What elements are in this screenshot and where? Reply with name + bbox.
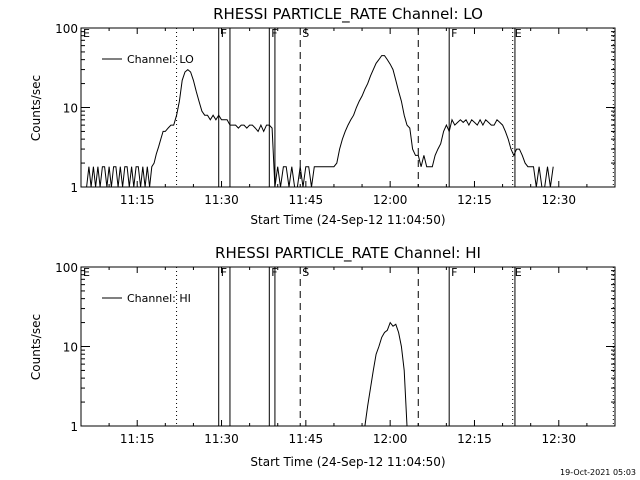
y-tick-label-hi-2: 100 xyxy=(55,261,78,275)
flag-label-hi-8: F xyxy=(451,266,457,279)
generation-timestamp: 19-Oct-2021 05:03 xyxy=(560,468,636,477)
axis-ticks-hi: 11:15 11:30 11:45 12:00 12:15 12:30 1 10 100 xyxy=(55,261,616,446)
y-tick-label-lo-0: 1 xyxy=(70,181,78,195)
hi-channel-panel: RHESSI PARTICLE_RATE Channel: HI Counts/… xyxy=(29,244,616,469)
x-tick-label-lo-2: 11:45 xyxy=(289,193,324,207)
x-tick-label-hi-5: 12:30 xyxy=(541,432,576,446)
x-tick-label-hi-3: 12:00 xyxy=(373,432,408,446)
x-tick-label-lo-5: 12:30 xyxy=(541,193,576,207)
x-tick-label-lo-1: 11:30 xyxy=(204,193,239,207)
flag-lines-hi: EFFSFE xyxy=(80,266,614,426)
x-tick-label-hi-2: 11:45 xyxy=(289,432,324,446)
y-axis-label-hi: Counts/sec xyxy=(29,314,43,380)
chart-title-lo: RHESSI PARTICLE_RATE Channel: LO xyxy=(213,5,483,24)
plot-frame-lo xyxy=(80,27,616,188)
x-tick-label-hi-1: 11:30 xyxy=(204,432,239,446)
x-tick-label-lo-4: 12:15 xyxy=(457,193,492,207)
flag-label-lo-8: F xyxy=(451,27,457,40)
legend-lo: Channel: LO xyxy=(102,53,194,66)
x-tick-label-lo-0: 11:15 xyxy=(120,193,155,207)
plot-frame-hi xyxy=(80,266,616,427)
x-tick-label-lo-3: 12:00 xyxy=(373,193,408,207)
flag-label-lo-2: F xyxy=(221,27,227,40)
chart-title-hi: RHESSI PARTICLE_RATE Channel: HI xyxy=(215,244,481,263)
y-tick-label-lo-2: 100 xyxy=(55,22,78,36)
series-line-hi xyxy=(364,321,408,427)
flag-label-hi-9: E xyxy=(515,266,522,279)
y-axis-label-lo: Counts/sec xyxy=(29,75,43,141)
flag-label-hi-0: E xyxy=(83,266,90,279)
flag-label-lo-0: E xyxy=(83,27,90,40)
x-tick-label-hi-0: 11:15 xyxy=(120,432,155,446)
x-tick-label-hi-4: 12:15 xyxy=(457,432,492,446)
legend-hi: Channel: HI xyxy=(102,292,191,305)
axis-ticks-lo: 11:15 11:30 11:45 12:00 12:15 12:30 1 10 100 xyxy=(55,22,616,207)
x-axis-label-hi: Start Time (24-Sep-12 11:04:50) xyxy=(250,455,445,469)
y-tick-label-lo-1: 10 xyxy=(63,102,78,116)
series-line-lo xyxy=(86,55,554,188)
flag-label-hi-2: F xyxy=(221,266,227,279)
y-tick-label-hi-0: 1 xyxy=(70,420,78,434)
flag-label-lo-9: E xyxy=(515,27,522,40)
flag-lines-lo: EFFSFE xyxy=(80,27,614,187)
y-tick-label-hi-1: 10 xyxy=(63,341,78,355)
x-axis-label-lo: Start Time (24-Sep-12 11:04:50) xyxy=(250,213,445,227)
lo-channel-panel: RHESSI PARTICLE_RATE Channel: LO Counts/… xyxy=(29,5,616,227)
legend-label-lo: Channel: LO xyxy=(127,53,194,66)
legend-label-hi: Channel: HI xyxy=(127,292,191,305)
